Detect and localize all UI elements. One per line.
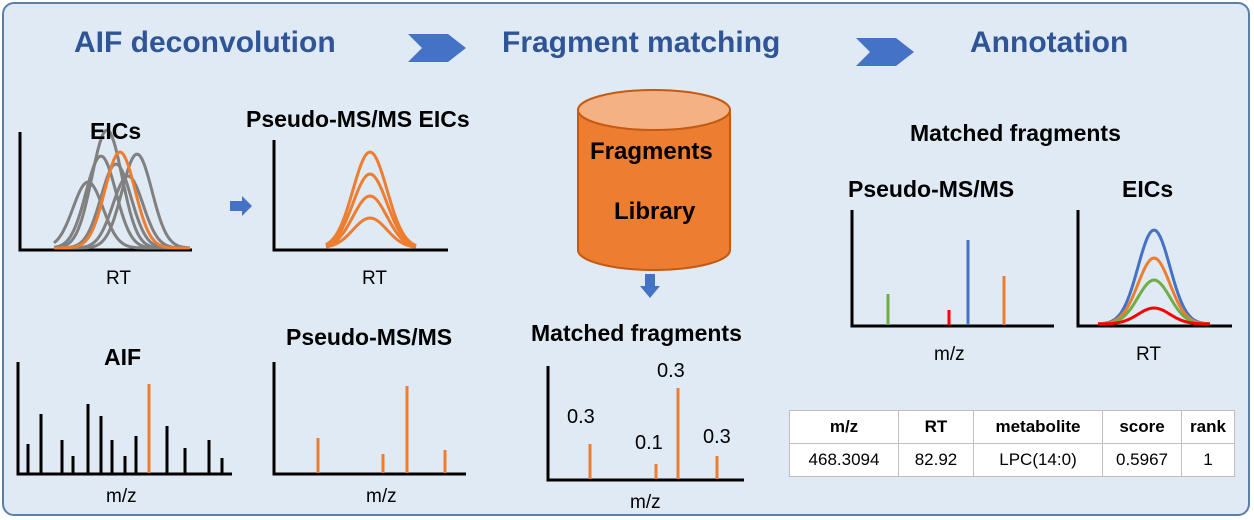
annotation-mz-label: m/z [934, 344, 965, 365]
pseudo-eics-curve [325, 172, 417, 248]
cell-metabolite: LPC(14:0) [973, 443, 1103, 477]
header-score: score [1102, 410, 1182, 444]
pseudo-eics-title: Pseudo-MS/MS EICs [246, 106, 470, 132]
score-label-1: 0.3 [567, 406, 595, 428]
small-arrow-down [640, 274, 660, 298]
annotation-eic-red [1097, 306, 1211, 326]
aif-axes [16, 362, 232, 476]
stage-aif-deconvolution: AIF deconvolution [74, 26, 336, 59]
cell-mz: 468.3094 [789, 443, 899, 477]
results-table: m/z RT metabolite score rank 468.3094 82… [789, 410, 1235, 477]
pseudo-eics-curve [325, 216, 417, 249]
annotation-msms-axes [850, 210, 1054, 328]
stage-annotation: Annotation [970, 26, 1129, 59]
library-line-2: Library [614, 198, 696, 225]
aif-mz-label: m/z [106, 486, 137, 507]
library-cylinder-top [577, 89, 731, 131]
annotation-rt-label: RT [1136, 344, 1161, 365]
header-rt: RT [898, 410, 974, 444]
pseudo-msms-axes [272, 362, 466, 476]
eics-orange-curve [54, 150, 190, 250]
annotation-eics-title: EICs [1122, 176, 1174, 202]
matched-fragments-title: Matched fragments [531, 320, 742, 346]
eics-axes [18, 132, 192, 252]
annotation-eic-orange [1097, 256, 1211, 326]
pseudo-eics-axes [272, 140, 448, 252]
header-metabolite: metabolite [973, 410, 1103, 444]
aif-title: AIF [104, 344, 142, 370]
cell-rt: 82.92 [898, 443, 974, 477]
score-label-3: 0.3 [657, 360, 685, 382]
pseudo-eics-curve [325, 150, 417, 247]
annotation-pseudo-msms-title: Pseudo-MS/MS [848, 176, 1015, 202]
pseudo-eics-rt-label: RT [362, 268, 387, 289]
cell-rank: 1 [1181, 443, 1235, 477]
score-label-4: 0.3 [703, 426, 731, 448]
annotation-title: Matched fragments [910, 120, 1121, 146]
chevron-arrow-2 [856, 38, 914, 66]
results-header-row: m/z RT metabolite score rank [789, 410, 1235, 444]
chevron-arrow-1 [408, 34, 466, 62]
matched-mz-label: m/z [630, 492, 661, 513]
header-mz: m/z [789, 410, 899, 444]
pseudo-msms-title: Pseudo-MS/MS [286, 324, 453, 350]
matched-axes [546, 366, 744, 482]
table-row: 468.3094 82.92 LPC(14:0) 0.5967 1 [789, 443, 1235, 477]
annotation-eics-axes [1076, 210, 1232, 328]
stage-fragment-matching: Fragment matching [502, 26, 781, 59]
pseudo-eics-curve [325, 194, 417, 249]
small-arrow-right [230, 196, 252, 216]
annotation-eic-blue [1097, 228, 1211, 326]
annotation-eic-green [1098, 278, 1210, 326]
library-cylinder-body [577, 109, 731, 271]
library-line-1: Fragments [590, 138, 713, 165]
eics-title: EICs [90, 118, 142, 144]
workflow-graphics [16, 34, 1232, 482]
cell-score: 0.5967 [1102, 443, 1182, 477]
score-label-2: 0.1 [635, 432, 663, 454]
eics-rt-label: RT [106, 268, 131, 289]
header-rank: rank [1181, 410, 1235, 444]
pseudo-msms-mz-label: m/z [366, 486, 397, 507]
